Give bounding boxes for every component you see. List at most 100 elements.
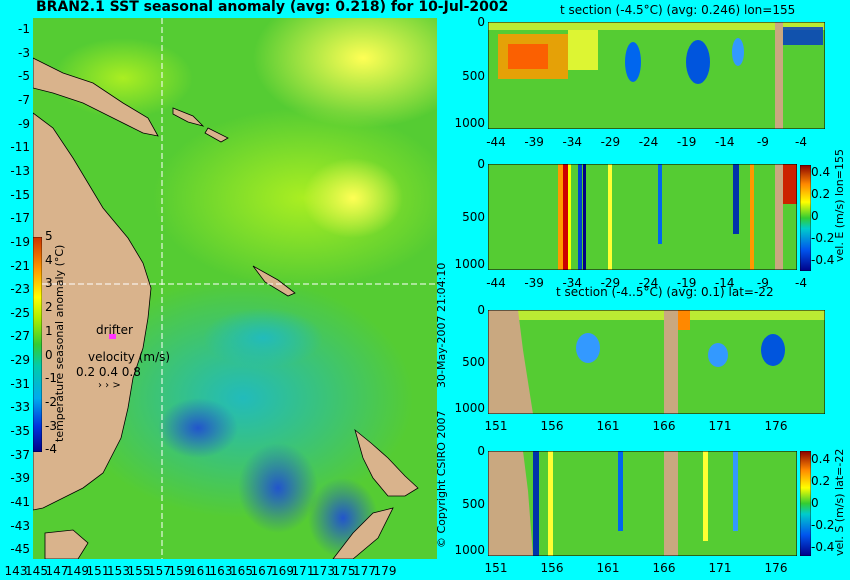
- panel2-x-tick: -9: [756, 276, 769, 290]
- panel4-colorbar-tick: 0: [811, 496, 819, 510]
- panel2-y-tick: 500: [462, 210, 485, 224]
- map-lon-tick: 171: [291, 564, 315, 578]
- panel4-colorbar-tick: -0.4: [811, 540, 835, 554]
- panel3-y-tick: 500: [462, 355, 485, 369]
- cool-anomaly-4: [203, 308, 323, 368]
- map-colorbar-tick: -2: [45, 394, 57, 409]
- panel2-x-tick: -14: [714, 276, 735, 290]
- map-lat-tick: -23: [10, 282, 30, 297]
- cool-anomaly-tasman: [73, 278, 413, 518]
- panel3-plot: [488, 310, 825, 414]
- panel4-x-tick: 171: [708, 561, 732, 575]
- velocity-scale: 0.2 0.4 0.8: [76, 365, 141, 379]
- panel1-y-tick: 0: [477, 15, 485, 29]
- panel2-colorbar: [800, 165, 811, 271]
- panel4-y-tick: 1000: [454, 543, 485, 557]
- map-lon-tick: 179: [373, 564, 397, 578]
- velocity-arrows: › › >: [98, 380, 121, 391]
- map-lat-tick: -31: [10, 376, 30, 391]
- panel3-x-tick: 176: [764, 419, 788, 433]
- panel3-y-tick: 0: [477, 303, 485, 317]
- new-guinea-land: [33, 57, 159, 137]
- drifter-marker: [109, 334, 116, 339]
- warm-anomaly-vanuatu: [303, 158, 403, 238]
- panel2-colorbar-tick: -0.2: [811, 231, 835, 245]
- panel2-x-tick: -34: [562, 276, 583, 290]
- panel4-colorbar-tick: 0.4: [811, 452, 831, 466]
- warm-anomaly-ne: [253, 18, 437, 128]
- map-lat-tick: -41: [10, 495, 30, 509]
- map-lon-tick: 163: [209, 564, 233, 578]
- map-lon-tick: 175: [332, 564, 356, 578]
- panel2-x-tick: -44: [486, 276, 506, 290]
- copyright: © Copyright CSIRO 2007: [435, 410, 448, 548]
- panel1-y-tick: 1000: [454, 116, 485, 130]
- map-lon-tick: 159: [168, 564, 192, 578]
- map-lat-tick: -33: [10, 400, 30, 415]
- map-lat-tick: -43: [10, 518, 30, 533]
- map-lon-tick: 167: [250, 564, 274, 578]
- panel2-colorbar-label: vel. E (m/s) lon=155: [833, 149, 846, 262]
- panel1-x-tick: -24: [638, 135, 659, 149]
- panel3-x-tick: 156: [540, 419, 564, 433]
- map-colorbar-label: temperature seasonal anomaly (°C): [53, 244, 66, 442]
- map-lat-tick: -39: [10, 471, 30, 486]
- map-lon-tick: 147: [45, 564, 69, 578]
- map-lat-tick: -27: [10, 329, 30, 344]
- panel2-colorbar-tick: 0.2: [811, 187, 831, 201]
- map-lat-tick: -37: [10, 447, 30, 462]
- panel2-land: [775, 164, 783, 270]
- panel4-colorbar-tick: 0.2: [811, 474, 831, 488]
- solomon-islands-land: [172, 107, 229, 143]
- panel2-x-tick: -39: [524, 276, 544, 290]
- panel4-colorbar-label: vel. S (m/s) lat=-22: [833, 448, 846, 556]
- panel2-plot: [488, 164, 797, 270]
- map-lat-tick: -45: [10, 542, 30, 557]
- panel4-y-tick: 0: [477, 444, 485, 458]
- cold-anomaly-2: [238, 443, 318, 533]
- nz-south-island-land: [332, 507, 394, 559]
- map-colorbar-tick: 5: [45, 229, 53, 243]
- panel2-x-tick: -19: [676, 276, 697, 290]
- panel1-x-tick: -19: [676, 135, 697, 149]
- panel1-x-tick: -14: [714, 135, 735, 149]
- map-lon-tick: 143: [4, 564, 28, 578]
- map-colorbar-tick: 0: [45, 347, 53, 362]
- panel4-x-tick: 161: [596, 561, 620, 575]
- map-lat-tick: -5: [18, 69, 30, 84]
- panel2-colorbar-tick: 0.4: [811, 165, 831, 179]
- map-lat-tick: -17: [10, 211, 30, 226]
- panel4-x-tick: 176: [764, 561, 788, 575]
- panel3-x-tick: 151: [484, 419, 508, 433]
- cold-anomaly-1: [158, 398, 238, 458]
- panel3-y-tick: 1000: [454, 401, 485, 415]
- map-lat-tick: -21: [10, 258, 30, 273]
- panel1-land: [775, 22, 783, 129]
- new-caledonia-land: [252, 265, 296, 297]
- map-title: BRAN2.1 SST seasonal anomaly (avg: 0.218…: [36, 0, 509, 15]
- panel4-x-tick: 151: [484, 561, 508, 575]
- map-colorbar-tick: 2: [45, 300, 53, 315]
- panel1-y-tick: 500: [462, 68, 485, 83]
- panel3-title: t section (-4..5°C) (avg: 0.1) lat=-22: [556, 285, 774, 299]
- map-lon-tick: 165: [230, 564, 253, 578]
- map-lon-tick: 155: [127, 564, 151, 578]
- map-lat-tick: -13: [10, 163, 30, 178]
- panel2-x-tick: -24: [638, 276, 659, 290]
- map-colorbar-tick: -1: [45, 371, 57, 386]
- map-lat-tick: -1: [18, 22, 30, 36]
- panel4-plot: [488, 451, 797, 556]
- map-colorbar-tick: 3: [45, 276, 53, 291]
- panel3-x-tick: 166: [652, 419, 676, 433]
- panel1-x-tick: -34: [562, 135, 583, 149]
- map-lon-tick: 149: [66, 564, 89, 578]
- panel1-title: t section (-4.5°C) (avg: 0.246) lon=155: [560, 3, 796, 17]
- map-lon-tick: 151: [86, 564, 110, 578]
- panel1-x-tick: -44: [486, 135, 506, 149]
- map-lat-tick: -11: [10, 140, 30, 155]
- map-lat-tick: -3: [18, 45, 30, 60]
- panel4-land-west: [488, 451, 533, 556]
- map-colorbar-tick: 1: [45, 323, 53, 338]
- map-lat-tick: -19: [10, 234, 30, 249]
- map-lat-tick: -7: [18, 92, 30, 107]
